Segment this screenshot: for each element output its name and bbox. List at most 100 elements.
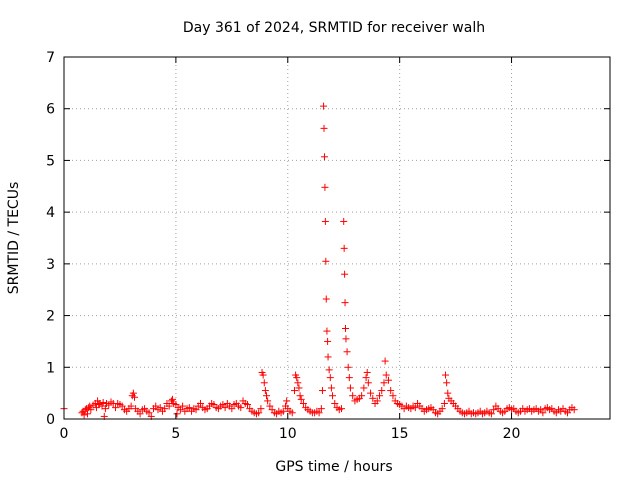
data-point (373, 397, 381, 405)
data-point (389, 392, 397, 400)
data-point (382, 371, 390, 379)
data-point (324, 353, 332, 361)
data-point (331, 399, 339, 407)
data-point (346, 384, 354, 392)
data-point (99, 398, 107, 406)
data-point (322, 295, 330, 303)
data-point (130, 393, 138, 401)
data-point (255, 409, 263, 417)
data-point (299, 399, 307, 407)
data-point (320, 124, 328, 132)
data-point (136, 410, 144, 418)
data-point (384, 376, 392, 384)
data-point (326, 374, 334, 382)
data-point (322, 257, 330, 265)
data-point (325, 366, 333, 374)
y-tick-label: 1 (46, 360, 55, 376)
data-point (80, 411, 88, 419)
data-point (490, 406, 498, 414)
data-point (145, 409, 153, 417)
data-point (257, 405, 265, 413)
data-point (86, 402, 94, 410)
data-point (173, 410, 181, 418)
y-tick-label: 0 (46, 412, 55, 428)
data-point (320, 153, 328, 161)
data-point (297, 395, 305, 403)
data-point (243, 401, 251, 409)
data-point (380, 379, 388, 387)
data-point (341, 299, 349, 307)
data-point (341, 270, 349, 278)
data-point (345, 374, 353, 382)
data-point (259, 371, 267, 379)
data-point (387, 387, 395, 395)
data-point (443, 379, 451, 387)
data-point (318, 387, 326, 395)
data-point (263, 392, 271, 400)
data-point (442, 371, 450, 379)
data-point (260, 379, 268, 387)
data-point (317, 405, 325, 413)
data-point (487, 410, 495, 418)
data-point (444, 389, 452, 397)
data-point (293, 374, 301, 382)
data-point (349, 392, 357, 400)
data-point (197, 399, 204, 407)
x-tick-label: 10 (279, 426, 297, 442)
data-point (337, 405, 345, 413)
data-point (176, 406, 184, 414)
data-point (321, 183, 329, 191)
data-point (440, 399, 448, 407)
data-point (192, 406, 200, 414)
data-point (185, 404, 193, 412)
data-point (321, 217, 329, 225)
data-point (295, 384, 303, 392)
data-point (367, 389, 375, 397)
data-point (290, 387, 298, 395)
data-series (60, 102, 578, 420)
data-point (369, 394, 377, 402)
data-point (320, 102, 328, 110)
grid (64, 57, 610, 419)
y-tick-label: 4 (46, 205, 55, 221)
data-point (438, 405, 446, 413)
data-point (539, 409, 547, 417)
x-tick-label: 15 (391, 426, 409, 442)
x-tick-label: 20 (503, 426, 521, 442)
data-point (288, 409, 296, 417)
data-point (344, 363, 352, 371)
data-point (340, 244, 348, 252)
y-tick-label: 7 (46, 50, 55, 66)
data-point (342, 335, 350, 343)
data-point (364, 379, 372, 387)
data-point (363, 368, 371, 376)
data-point (411, 404, 419, 412)
y-tick-label: 6 (46, 102, 55, 118)
data-point (221, 404, 229, 412)
data-point (296, 392, 304, 400)
chart-title: Day 361 of 2024, SRMTID for receiver wal… (183, 20, 485, 36)
data-point (360, 384, 368, 392)
data-point (156, 404, 164, 412)
plot-frame (63, 56, 611, 420)
data-point (266, 402, 274, 410)
data-point (161, 405, 169, 413)
data-point (118, 402, 126, 410)
data-point (87, 406, 95, 414)
y-tick-label: 2 (46, 309, 55, 325)
data-point (179, 402, 187, 410)
data-point (127, 402, 135, 410)
x-tick-label: 5 (171, 426, 180, 442)
data-point (95, 401, 103, 409)
data-point (165, 402, 173, 410)
data-point (378, 387, 386, 395)
x-tick-label: 0 (60, 426, 69, 442)
data-point (358, 392, 366, 400)
data-point (169, 395, 177, 403)
data-point (111, 404, 119, 412)
data-point (228, 405, 236, 413)
data-point (315, 409, 323, 417)
data-point (324, 337, 332, 345)
data-point (261, 387, 269, 395)
data-point (362, 374, 370, 382)
